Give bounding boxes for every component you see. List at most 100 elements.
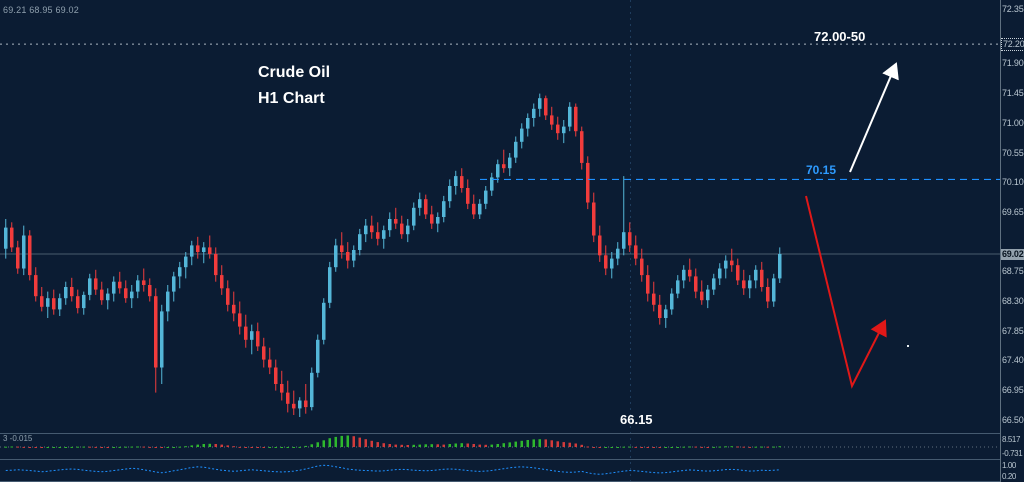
support-price-label[interactable]: 66.15 xyxy=(620,412,653,427)
bearish-projection-arrow[interactable] xyxy=(805,195,887,389)
histogram-bar xyxy=(634,446,637,448)
candle-body xyxy=(274,367,278,384)
candle-body xyxy=(232,304,236,314)
candle-body xyxy=(430,214,434,224)
histogram-bar xyxy=(28,447,31,448)
histogram-bar xyxy=(88,446,91,448)
histogram-bar xyxy=(724,446,727,448)
candle-body xyxy=(76,296,80,309)
candle-body xyxy=(256,331,260,347)
histogram-bar xyxy=(154,447,157,448)
candle-body xyxy=(148,285,152,297)
histogram-bar xyxy=(268,447,271,448)
chart-title-timeframe: H1 Chart xyxy=(258,90,325,107)
candle-body xyxy=(670,293,674,310)
price-axis-label: 68.75 xyxy=(1002,266,1024,277)
candle-body xyxy=(604,255,608,269)
histogram-bar xyxy=(346,435,349,447)
resistance-price-label[interactable]: 70.15 xyxy=(806,163,837,177)
candle-body xyxy=(658,304,662,318)
histogram-bar xyxy=(418,444,421,447)
price-axis-label: 0.20 xyxy=(1002,472,1016,481)
candle-body xyxy=(700,291,704,301)
candle-body xyxy=(4,227,8,249)
price-axis-label: 66.95 xyxy=(1002,385,1024,396)
candle-body xyxy=(478,203,482,215)
histogram-bar xyxy=(184,446,187,448)
candle-body xyxy=(688,269,692,277)
candle-body xyxy=(472,203,476,215)
price-axis[interactable]: 72.35 72.20 71.90 71.45 71.00 70.55 70.10 69.65… xyxy=(1000,0,1024,482)
candle-body xyxy=(268,359,272,368)
candle-body xyxy=(64,287,68,299)
candle-body xyxy=(316,339,320,373)
histogram-bar xyxy=(760,446,763,448)
candle-body xyxy=(382,230,386,239)
candle-body xyxy=(760,269,764,287)
candle-body xyxy=(652,293,656,305)
histogram-bar xyxy=(424,444,427,447)
candle-body xyxy=(358,234,362,250)
candle-body xyxy=(736,265,740,281)
histogram-bar xyxy=(472,444,475,447)
candle-body xyxy=(178,267,182,277)
candle-body xyxy=(574,106,578,132)
histogram-bar xyxy=(598,447,601,448)
histogram-bar xyxy=(40,447,43,448)
candle-body xyxy=(406,225,410,235)
histogram-bar xyxy=(430,444,433,447)
bullish-projection-arrow[interactable] xyxy=(849,62,899,173)
candle-body xyxy=(160,311,164,368)
candle-body xyxy=(544,98,548,116)
histogram-bar xyxy=(586,446,589,448)
candle-body xyxy=(754,269,758,281)
candle-body xyxy=(244,326,248,340)
histogram-bar xyxy=(10,446,13,448)
histogram-bar xyxy=(448,444,451,447)
resistance-zone-label[interactable]: 72.00-50 xyxy=(814,29,866,44)
candle-body xyxy=(388,219,392,231)
chart-title[interactable]: Crude Oil H1 Chart xyxy=(258,60,330,112)
histogram-bar xyxy=(160,447,163,448)
histogram-bar xyxy=(292,447,295,448)
histogram-bar xyxy=(118,446,121,448)
candle-body xyxy=(712,278,716,290)
histogram-bar xyxy=(436,444,439,447)
price-axis-label: 8.517 xyxy=(1002,435,1021,444)
candle-body xyxy=(418,199,422,208)
candle-body xyxy=(22,235,26,269)
candle-body xyxy=(304,400,308,408)
price-axis-label: 69.65 xyxy=(1002,206,1024,217)
candle-body xyxy=(136,280,140,292)
histogram-bar xyxy=(76,446,79,448)
price-axis-label: 69.02 xyxy=(1001,248,1024,260)
candle-body xyxy=(646,275,650,294)
candle-body xyxy=(550,115,554,125)
histogram-bar xyxy=(46,447,49,448)
candle-body xyxy=(640,258,644,276)
histogram-bar xyxy=(148,446,151,448)
histogram-bar xyxy=(730,446,733,448)
candle-body xyxy=(502,164,506,169)
histogram-bar xyxy=(304,445,307,447)
indicator-panels xyxy=(0,433,1024,482)
candle-body xyxy=(514,141,518,158)
candle-body xyxy=(442,201,446,217)
candle-body xyxy=(142,280,146,285)
histogram-bar xyxy=(166,447,169,448)
histogram-bar xyxy=(250,447,253,448)
candle-body xyxy=(250,331,254,340)
candle-body xyxy=(730,260,734,266)
histogram-bar xyxy=(460,443,463,447)
candle-body xyxy=(94,278,98,290)
candle-body xyxy=(280,384,284,393)
candle-body xyxy=(454,176,458,186)
price-axis-label: 72.20 xyxy=(1001,37,1024,51)
histogram-bar xyxy=(130,446,133,448)
candle-body xyxy=(70,287,74,297)
histogram-bar xyxy=(4,446,7,448)
histogram-bar xyxy=(526,440,529,447)
histogram-bar xyxy=(274,447,277,448)
histogram-bar xyxy=(574,443,577,447)
